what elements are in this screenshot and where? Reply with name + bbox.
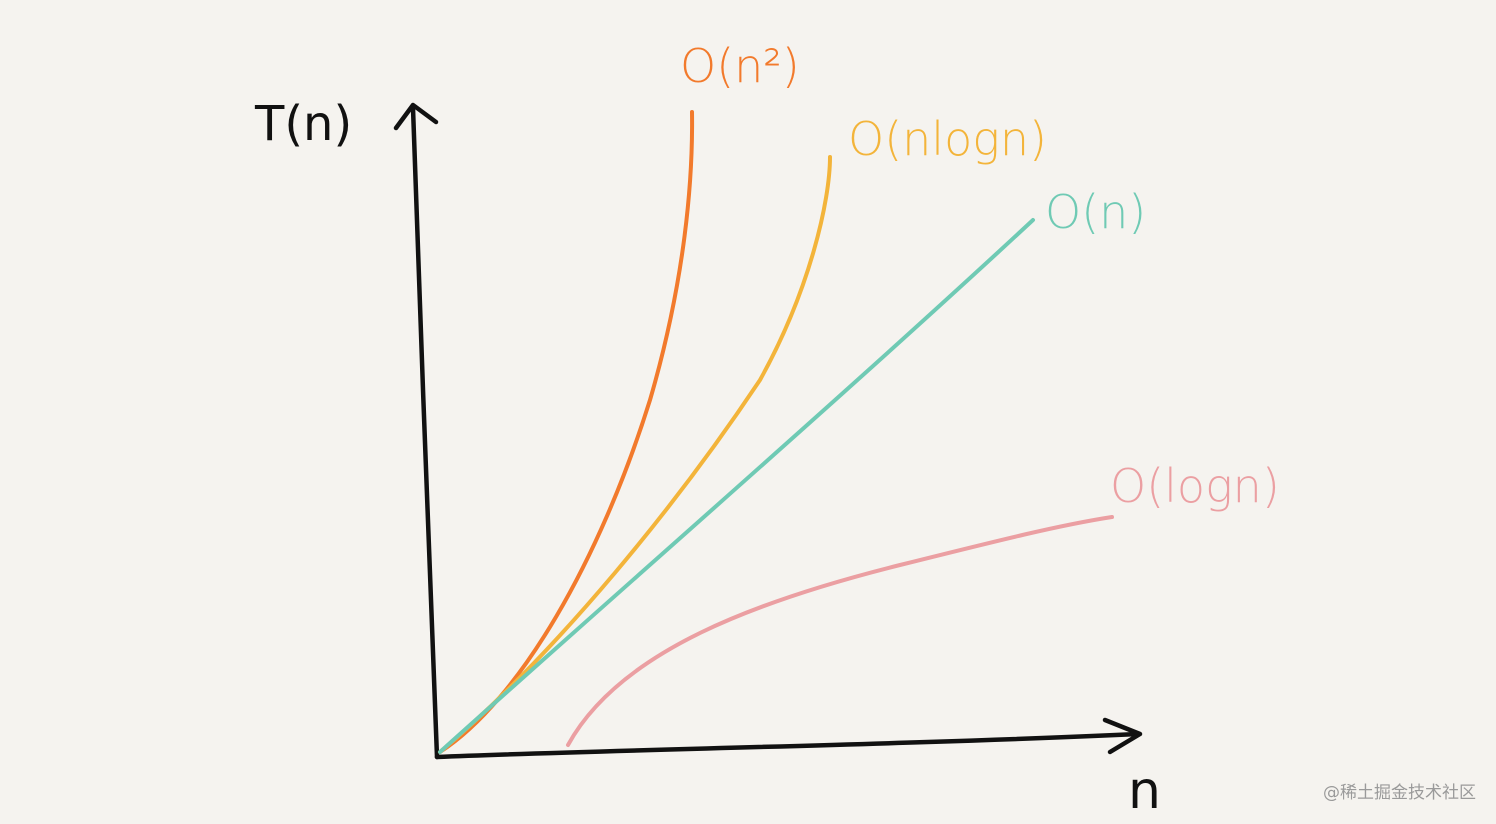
curve [438,218,1035,754]
curve-label: O(logn) [1110,459,1280,513]
curve-label: O(n) [1045,185,1146,239]
curve-label: O(n²) [680,39,800,93]
x-axis [434,731,1141,760]
watermark: @稀土掘金技术社区 [1323,783,1476,803]
curve [438,155,832,754]
x-axis-label: n [1128,761,1161,821]
y-axis-arrow [393,102,439,131]
x-axis-arrow [1102,717,1143,755]
y-axis-label: T(n) [254,96,352,152]
curve [566,515,1114,747]
curve-label: O(nlogn) [848,112,1047,166]
y-axis [410,105,440,760]
